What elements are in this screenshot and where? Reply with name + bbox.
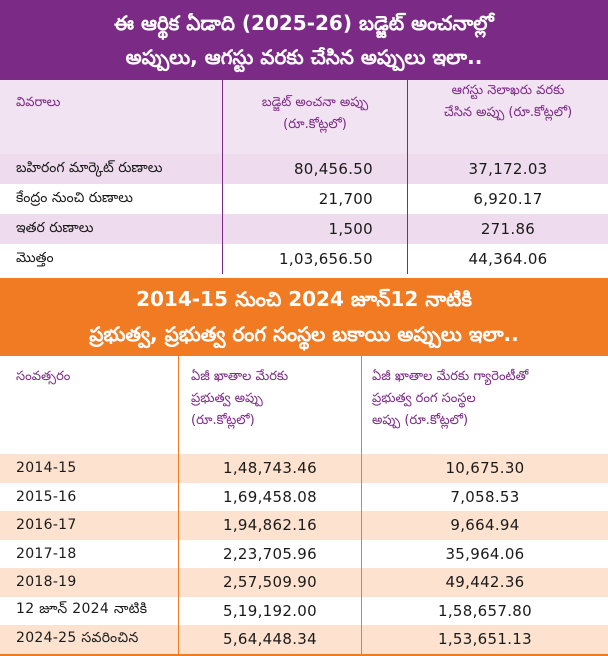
row-budget: 21,700 <box>223 184 408 214</box>
table-header-row: వివరాలు బడ్జెట్ అంచనా అప్పు (రూ.కోట్లలో)… <box>0 80 608 154</box>
header-psu-debt: ఏజీ ఖాతాల మేరకు గ్యారెంటీతో ప్రభుత్వ రంగ… <box>362 356 608 454</box>
row-year: 2014-15 <box>0 454 179 483</box>
header-august-actual: ఆగస్టు నెలాఖరు వరకు చేసిన అప్పు (రూ.కోట్… <box>408 80 608 154</box>
row-govt: 2,57,509.90 <box>179 568 362 597</box>
header-budget-line2: (రూ.కోట్లలో) <box>233 114 397 136</box>
table-row: ఇతర రుణాలు 1,500 271.86 <box>0 214 608 244</box>
row-label: మొత్తం <box>0 244 223 274</box>
header-august-line1: ఆగస్టు నెలాఖరు వరకు <box>408 80 608 102</box>
row-actual: 271.86 <box>408 214 608 244</box>
header-budget-line1: బడ్జెట్ అంచనా అప్పు <box>233 92 397 114</box>
row-govt: 1,94,862.16 <box>179 511 362 540</box>
header-govt-line1: ఏజీ ఖాతాల మేరకు <box>191 366 361 388</box>
row-psu: 9,664.94 <box>362 511 608 540</box>
row-psu: 35,964.06 <box>362 540 608 569</box>
header-year: సంవత్సరం <box>0 356 179 454</box>
section1-title-line1: ఈ ఆర్థిక ఏడాది (2025-26) బడ్జెట్ అంచనాల్… <box>0 6 608 40</box>
section1-title: ఈ ఆర్థిక ఏడాది (2025-26) బడ్జెట్ అంచనాల్… <box>0 0 608 80</box>
table-row-total: మొత్తం 1,03,656.50 44,364.06 <box>0 244 608 274</box>
section1-title-line2: అప్పులు, ఆగస్టు వరకు చేసిన అప్పులు ఇలా.. <box>0 40 608 74</box>
row-govt: 2,23,705.96 <box>179 540 362 569</box>
row-label: కేంద్రం నుంచి రుణాలు <box>0 184 223 214</box>
row-budget: 80,456.50 <box>223 154 408 184</box>
row-label: ఇతర రుణాలు <box>0 214 223 244</box>
row-psu: 49,442.36 <box>362 568 608 597</box>
row-actual: 44,364.06 <box>408 244 608 274</box>
row-year: 2024-25 సవరించిన <box>0 625 179 655</box>
header-august-line2: చేసిన అప్పు (రూ.కోట్లలో) <box>408 102 608 124</box>
table-row: 12 జూన్ 2024 నాటికి 5,19,192.00 1,58,657… <box>0 597 608 626</box>
header-budget-estimate: బడ్జెట్ అంచనా అప్పు (రూ.కోట్లలో) <box>223 80 408 154</box>
budget-borrowings-table: వివరాలు బడ్జెట్ అంచనా అప్పు (రూ.కోట్లలో)… <box>0 80 608 274</box>
table-row: 2017-18 2,23,705.96 35,964.06 <box>0 540 608 569</box>
row-govt: 5,64,448.34 <box>179 625 362 655</box>
table-row: 2024-25 సవరించిన 5,64,448.34 1,53,651.13 <box>0 625 608 655</box>
header-govt-line2: ప్రభుత్వ అప్పు <box>191 388 361 410</box>
section2-title: 2014-15 నుంచి 2024 జూన్12 నాటికి ప్రభుత్… <box>0 278 608 356</box>
debt-infographic: ఈ ఆర్థిక ఏడాది (2025-26) బడ్జెట్ అంచనాల్… <box>0 0 608 642</box>
row-psu: 1,58,657.80 <box>362 597 608 626</box>
table-header-row: సంవత్సరం ఏజీ ఖాతాల మేరకు ప్రభుత్వ అప్పు … <box>0 356 608 454</box>
row-actual: 6,920.17 <box>408 184 608 214</box>
table-row: 2015-16 1,69,458.08 7,058.53 <box>0 483 608 512</box>
row-actual: 37,172.03 <box>408 154 608 184</box>
header-psu-line2: ప్రభుత్వ రంగ సంస్థల <box>372 388 608 410</box>
row-budget: 1,500 <box>223 214 408 244</box>
header-psu-line1: ఏజీ ఖాతాల మేరకు గ్యారెంటీతో <box>372 366 608 388</box>
row-year: 2016-17 <box>0 511 179 540</box>
row-budget: 1,03,656.50 <box>223 244 408 274</box>
table-row: 2016-17 1,94,862.16 9,664.94 <box>0 511 608 540</box>
row-year: 2017-18 <box>0 540 179 569</box>
row-psu: 10,675.30 <box>362 454 608 483</box>
header-psu-line3: అప్పు (రూ.కోట్లలో) <box>372 410 608 432</box>
header-govt-line3: (రూ.కోట్లలో) <box>191 410 361 432</box>
row-govt: 1,48,743.46 <box>179 454 362 483</box>
table-row: 2018-19 2,57,509.90 49,442.36 <box>0 568 608 597</box>
header-details: వివరాలు <box>0 80 223 154</box>
row-year: 12 జూన్ 2024 నాటికి <box>0 597 179 626</box>
outstanding-debt-table: సంవత్సరం ఏజీ ఖాతాల మేరకు ప్రభుత్వ అప్పు … <box>0 356 608 656</box>
row-label: బహిరంగ మార్కెట్ రుణాలు <box>0 154 223 184</box>
header-govt-debt: ఏజీ ఖాతాల మేరకు ప్రభుత్వ అప్పు (రూ.కోట్ల… <box>179 356 362 454</box>
row-govt: 1,69,458.08 <box>179 483 362 512</box>
row-psu: 7,058.53 <box>362 483 608 512</box>
table-row: బహిరంగ మార్కెట్ రుణాలు 80,456.50 37,172.… <box>0 154 608 184</box>
row-year: 2018-19 <box>0 568 179 597</box>
table-row: కేంద్రం నుంచి రుణాలు 21,700 6,920.17 <box>0 184 608 214</box>
row-year: 2015-16 <box>0 483 179 512</box>
row-govt: 5,19,192.00 <box>179 597 362 626</box>
table-row: 2014-15 1,48,743.46 10,675.30 <box>0 454 608 483</box>
section2-title-line2: ప్రభుత్వ, ప్రభుత్వ రంగ సంస్థల బకాయి అప్ప… <box>0 317 608 352</box>
row-psu: 1,53,651.13 <box>362 625 608 655</box>
section2-title-line1: 2014-15 నుంచి 2024 జూన్12 నాటికి <box>0 282 608 317</box>
